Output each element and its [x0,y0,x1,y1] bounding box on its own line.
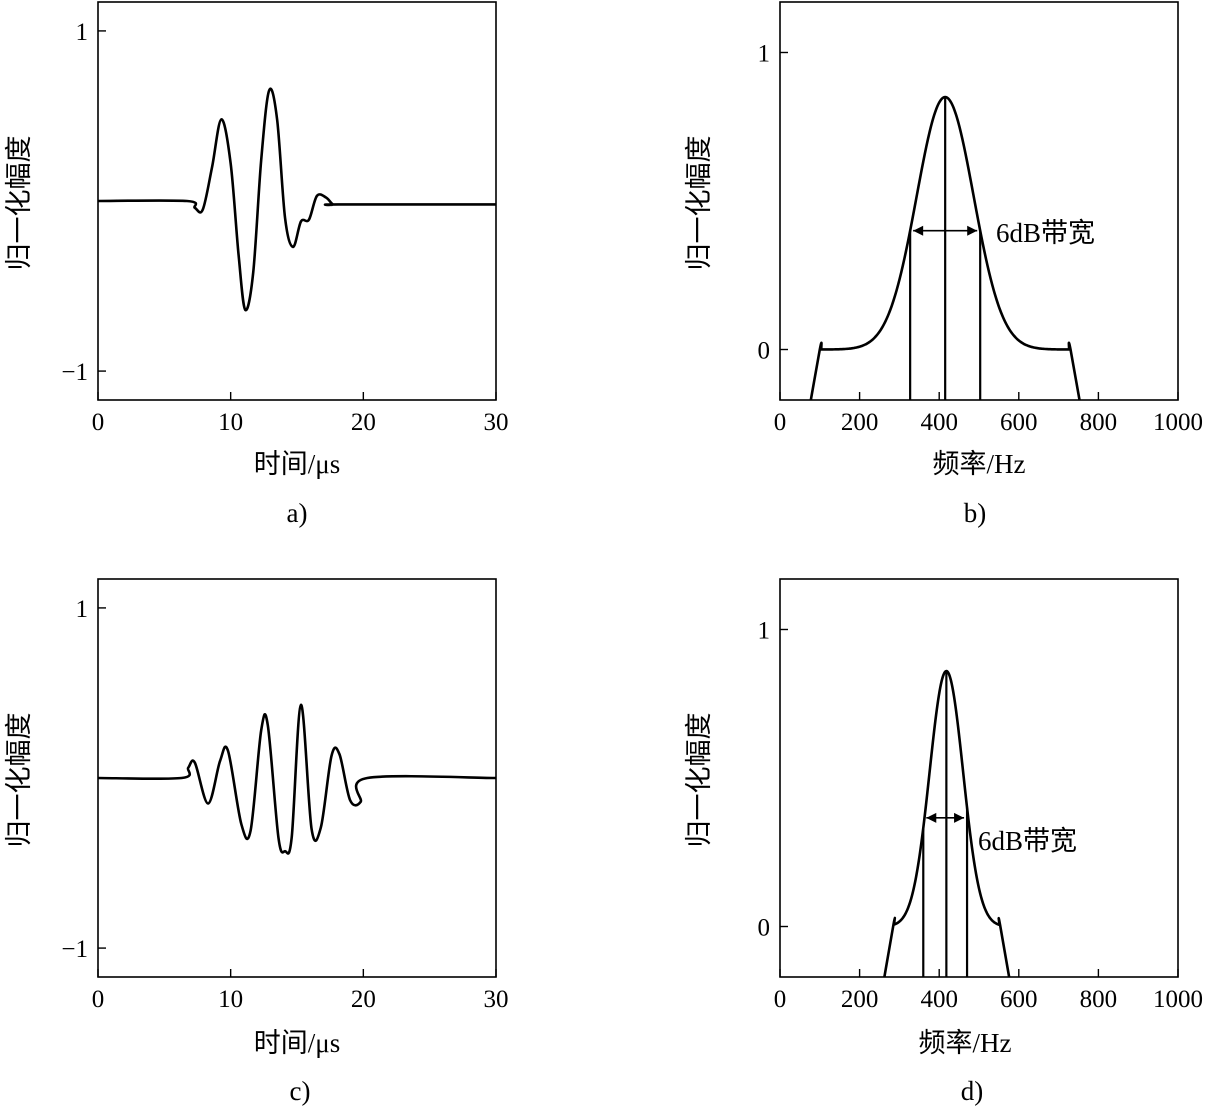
x-ticks-d: 0 200 400 600 800 1000 [774,969,1203,1013]
x-axis-label-b: 频率/Hz [933,449,1026,479]
y-tick-label-c-1: 1 [76,596,89,623]
x-tick-label-b-5: 1000 [1153,409,1203,436]
x-tick-label-a-3: 30 [484,409,509,436]
panel-caption-c: c) [290,1076,311,1106]
x-ticks-a: 0 10 20 30 [92,392,509,436]
x-tick-label-c-2: 20 [351,986,376,1013]
y-tick-label-c-0: −1 [61,936,88,963]
y-tick-label-a-0: −1 [61,359,88,386]
series-line-a-0 [98,87,496,312]
series-lines-a [98,87,496,312]
x-axis-label-a: 时间/μs [254,449,340,479]
x-axis-label-c: 时间/μs [254,1028,340,1058]
x-tick-label-d-4: 800 [1080,986,1118,1013]
y-ticks-d: 01 [758,617,788,942]
plot-frame-b [779,1,1179,401]
y-axis-label-b: 归一化幅度 [684,136,714,271]
y-axis-label-a: 归一化幅度 [4,136,34,271]
series-lines-c [98,703,496,855]
series-lines-b [809,95,1081,400]
chart-panel-a: 0 10 20 30 −1 1 时间/μs 归一化幅度 a) [4,1,509,528]
x-ticks-b: 0 200 400 600 800 1000 [774,392,1203,436]
bandwidth-annotation-b: 6dB带宽 [996,218,1095,248]
x-tick-label-c-1: 10 [218,986,243,1013]
x-tick-label-a-0: 0 [92,409,105,436]
y-axis-label-d: 归一化幅度 [684,713,714,848]
y-axis-label-c: 归一化幅度 [4,713,34,848]
x-ticks-c: 0 10 20 30 [92,969,509,1013]
series-line-b-0 [809,95,1081,400]
chart-panel-b: 0 200 400 600 800 1000 01 频率/Hz 归一化幅度 6dB带宽 b… [684,1,1203,528]
x-tick-label-d-3: 600 [1000,986,1038,1013]
panel-caption-b: b) [964,498,987,528]
x-tick-label-d-5: 1000 [1153,986,1203,1013]
chart-panel-d: 0 200 400 600 800 1000 01 频率/Hz 归一化幅度 6dB带宽 d… [684,578,1203,1106]
y-tick-label-d-1: 1 [758,617,771,644]
x-tick-label-b-2: 400 [920,409,958,436]
bandwidth-arrowhead-left-b [913,225,924,236]
panel-caption-d: d) [961,1076,984,1106]
x-tick-label-a-1: 10 [218,409,243,436]
bandwidth-annotation-d: 6dB带宽 [978,826,1077,856]
x-tick-label-a-2: 20 [351,409,376,436]
y-tick-label-b-1: 1 [758,40,771,67]
x-tick-label-d-2: 400 [920,986,958,1013]
series-line-c-0 [98,703,496,855]
y-ticks-c: −1 1 [61,596,106,963]
x-tick-label-c-3: 30 [484,986,509,1013]
x-tick-label-b-4: 800 [1080,409,1118,436]
chart-panel-c: 0 10 20 30 −1 1 时间/μs 归一化幅度 c) [4,578,509,1106]
series-lines-d [883,669,1011,977]
y-tick-label-a-1: 1 [76,19,89,46]
bandwidth-arrowhead-left-d [926,812,937,823]
x-tick-label-b-3: 600 [1000,409,1038,436]
panel-caption-a: a) [287,498,308,528]
x-tick-label-d-1: 200 [841,986,879,1013]
y-tick-label-b-0: 0 [758,338,771,365]
x-tick-label-c-0: 0 [92,986,105,1013]
bandwidth-arrowhead-right-d [954,812,965,823]
y-tick-label-d-0: 0 [758,915,771,942]
plot-frame-d [779,578,1179,978]
x-tick-label-b-0: 0 [774,409,787,436]
y-ticks-b: 01 [758,40,788,365]
y-ticks-a: −1 1 [61,19,106,386]
bandwidth-arrowhead-right-b [967,225,978,236]
x-tick-label-b-1: 200 [841,409,879,436]
x-axis-label-d: 频率/Hz [919,1028,1012,1058]
x-tick-label-d-0: 0 [774,986,787,1013]
